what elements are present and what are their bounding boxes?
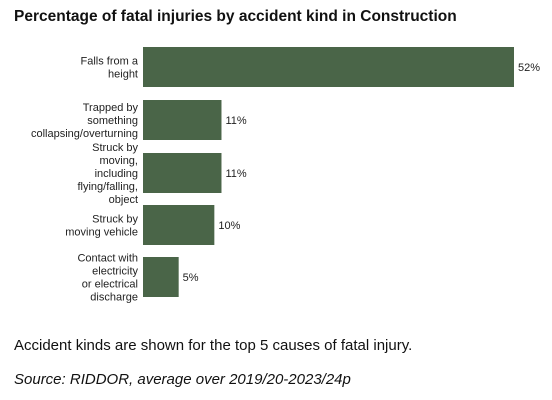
- bar: [143, 47, 514, 87]
- data-label: 5%: [183, 272, 199, 284]
- data-label: 11%: [225, 168, 246, 180]
- bar: [143, 257, 179, 297]
- data-label: 11%: [225, 115, 246, 127]
- category-label: Struck by moving, including flying/falling,…: [77, 142, 138, 206]
- bar-chart: 52% Falls from a height 11% Trapped by someth…: [31, 47, 540, 304]
- bar: [143, 205, 215, 245]
- bar: [143, 100, 222, 140]
- category-label: Trapped by something collapsing/overturnin…: [31, 102, 139, 140]
- data-label: 52%: [518, 62, 540, 74]
- category-label: Falls from a height: [81, 56, 139, 81]
- category-label: Contact with electricity or electrical disc…: [77, 253, 138, 304]
- category-label: Struck by moving vehicle: [65, 214, 138, 239]
- chart-title: Percentage of fatal injuries by accident…: [14, 8, 457, 25]
- footnote: Accident kinds are shown for the top 5 c…: [14, 337, 413, 354]
- source-note: Source: RIDDOR, average over 2019/20-202…: [14, 371, 351, 388]
- data-label: 10%: [218, 220, 240, 232]
- bar: [143, 153, 222, 193]
